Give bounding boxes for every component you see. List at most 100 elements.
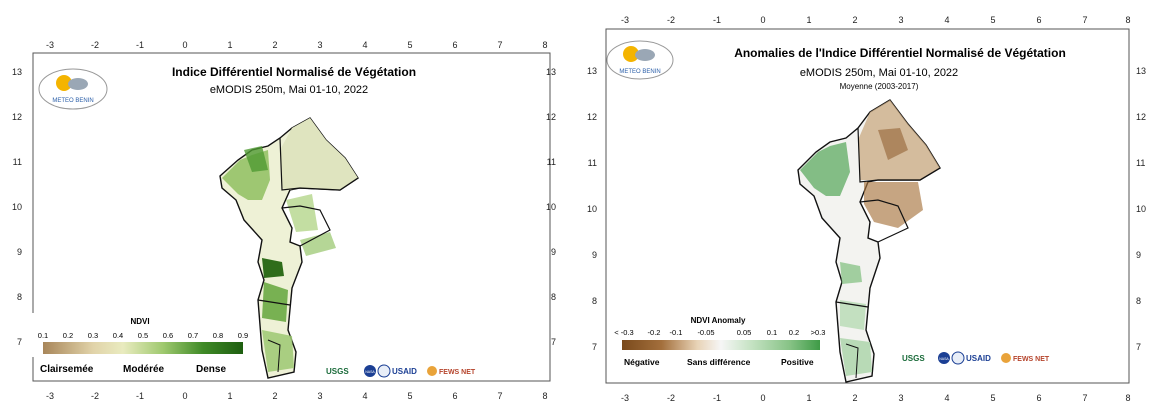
y-tick: 7 <box>17 337 22 347</box>
x-tick: 0 <box>760 393 765 403</box>
y-tick: 7 <box>551 337 556 347</box>
x-tick: 1 <box>806 15 811 25</box>
legend-tick: >0.3 <box>811 328 826 337</box>
logo-text: METEO BENIN <box>52 98 93 104</box>
map-subtitle: eMODIS 250m, Mai 01-10, 2022 <box>800 67 958 79</box>
x-tick: 8 <box>542 40 547 50</box>
y-tick: 12 <box>12 112 22 122</box>
nasa-logo <box>938 352 950 364</box>
legend-tick: -0.05 <box>697 328 714 337</box>
nasa-logo-text: NASA <box>365 370 375 374</box>
legend-ticks: < -0.3 -0.2 -0.1 -0.05 0.05 0.1 0.2 >0.3 <box>614 328 825 337</box>
map-subtitle: eMODIS 250m, Mai 01-10, 2022 <box>210 84 368 96</box>
map-subtitle-baseline: Moyenne (2003-2017) <box>840 82 919 91</box>
usaid-logo: USAID <box>966 354 991 363</box>
x-tick: 4 <box>362 40 367 50</box>
y-axis-left: 13 12 11 10 9 8 7 <box>12 67 22 347</box>
fewsnet-logo: FEWS NET <box>439 369 476 376</box>
y-tick: 10 <box>12 202 22 212</box>
y-tick: 13 <box>546 67 556 77</box>
y-tick: 11 <box>547 157 556 167</box>
x-tick: 1 <box>806 393 811 403</box>
x-tick: 1 <box>227 40 232 50</box>
x-tick: 4 <box>362 391 367 401</box>
legend-tick: -0.1 <box>670 328 683 337</box>
benin-ndvi-map <box>219 117 359 379</box>
map-title: Indice Différentiel Normalisé de Végétat… <box>172 65 416 79</box>
x-tick: -1 <box>713 15 721 25</box>
x-axis-bottom: -3 -2 -1 0 1 2 3 4 5 6 7 8 <box>46 391 548 401</box>
usgs-logo: USGS <box>902 354 925 363</box>
y-tick: 11 <box>1136 158 1145 168</box>
x-tick: -1 <box>136 391 144 401</box>
x-tick: 0 <box>182 391 187 401</box>
legend-tick: 0.05 <box>737 328 752 337</box>
legend-title: NDVI Anomaly <box>691 316 746 325</box>
legend-tick: 0.1 <box>38 331 48 340</box>
legend-tick: 0.3 <box>88 331 98 340</box>
y-axis-left: 13 12 11 10 9 8 7 <box>587 66 597 352</box>
map-title: Anomalies de l'Indice Différentiel Norma… <box>734 46 1066 60</box>
y-tick: 9 <box>551 247 556 257</box>
x-tick: 3 <box>317 40 322 50</box>
x-tick: 8 <box>1125 15 1130 25</box>
x-tick: 4 <box>944 393 949 403</box>
ndvi-legend: NDVI 0.1 0.2 0.3 0.4 0.5 0.6 0.7 0.8 0.9… <box>30 313 248 375</box>
legend-category: Modérée <box>123 364 165 375</box>
y-tick: 12 <box>1136 112 1146 122</box>
y-tick: 11 <box>13 157 22 167</box>
y-tick: 11 <box>588 158 597 168</box>
y-tick: 8 <box>17 292 22 302</box>
y-tick: 8 <box>551 292 556 302</box>
fewsnet-icon <box>1001 353 1011 363</box>
x-tick: -2 <box>91 391 99 401</box>
y-tick: 10 <box>546 202 556 212</box>
cloud-icon <box>68 78 88 90</box>
x-tick: 2 <box>852 393 857 403</box>
x-tick: 7 <box>1082 15 1087 25</box>
legend-tick: 0.6 <box>163 331 173 340</box>
x-tick: -2 <box>91 40 99 50</box>
legend-tick: 0.9 <box>238 331 248 340</box>
x-tick: 7 <box>497 391 502 401</box>
x-axis-top: -3 -2 -1 0 1 2 3 4 5 6 7 8 <box>46 40 548 50</box>
x-axis-bottom: -3 -2 -1 0 1 2 3 4 5 6 7 8 <box>621 393 1131 403</box>
legend-tick: 0.7 <box>188 331 198 340</box>
x-tick: 3 <box>898 393 903 403</box>
sun-icon <box>623 46 639 62</box>
x-tick: -3 <box>621 393 629 403</box>
legend-category: Négative <box>624 357 660 367</box>
x-tick: 2 <box>272 40 277 50</box>
y-tick: 13 <box>587 66 597 76</box>
meteo-benin-logo: METEO BENIN <box>38 68 108 110</box>
benin-ndvi-anomaly-map <box>797 99 941 383</box>
x-tick: 3 <box>317 391 322 401</box>
usaid-logo: USAID <box>392 367 417 376</box>
ndvi-map-panel: -3 -2 -1 0 1 2 3 4 5 6 7 8 -3 -2 -1 0 1 … <box>0 0 560 406</box>
y-tick: 9 <box>592 250 597 260</box>
fewsnet-logo: FEWS NET <box>1013 356 1050 363</box>
x-tick: 8 <box>1125 393 1130 403</box>
ndvi-anomaly-legend: NDVI Anomaly < -0.3 -0.2 -0.1 -0.05 0.05… <box>614 316 825 367</box>
legend-category: Dense <box>196 364 226 375</box>
x-tick: 0 <box>182 40 187 50</box>
legend-category: Sans différence <box>687 357 751 367</box>
x-tick: -3 <box>621 15 629 25</box>
x-tick: -2 <box>667 15 675 25</box>
usaid-seal-icon <box>377 364 391 378</box>
x-tick: 6 <box>452 40 457 50</box>
x-tick: -3 <box>46 391 54 401</box>
x-tick: 8 <box>542 391 547 401</box>
legend-tick: 0.4 <box>113 331 123 340</box>
y-tick: 7 <box>592 342 597 352</box>
y-tick: 8 <box>592 296 597 306</box>
x-tick: 4 <box>944 15 949 25</box>
x-tick: 2 <box>852 15 857 25</box>
x-tick: 3 <box>898 15 903 25</box>
legend-ticks: 0.1 0.2 0.3 0.4 0.5 0.6 0.7 0.8 0.9 <box>38 331 248 340</box>
x-tick: 5 <box>407 40 412 50</box>
ndvi-anomaly-map-svg: -3 -2 -1 0 1 2 3 4 5 6 7 8 -3 -2 -1 0 1 … <box>587 15 1146 403</box>
ndvi-anomaly-map-panel: -3 -2 -1 0 1 2 3 4 5 6 7 8 -3 -2 -1 0 1 … <box>578 0 1149 406</box>
fewsnet-icon <box>427 366 437 376</box>
legend-tick: -0.2 <box>648 328 661 337</box>
